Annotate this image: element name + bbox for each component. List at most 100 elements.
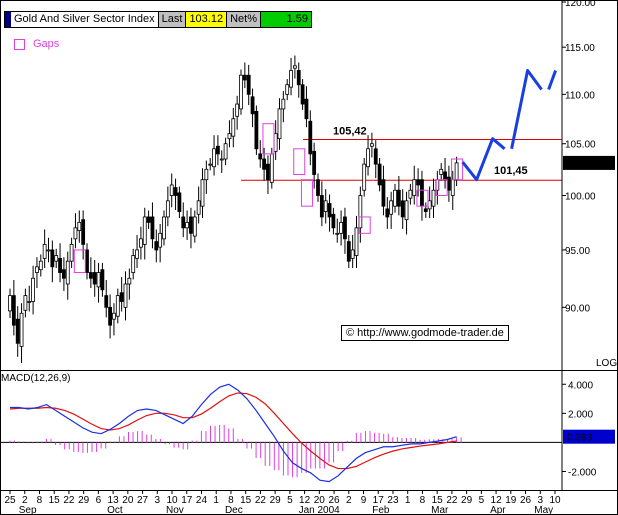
candle-body <box>92 272 97 285</box>
x-day-label: 22 <box>63 495 75 506</box>
x-day-label: 17 <box>373 495 385 506</box>
candle-body <box>446 176 451 191</box>
resistance-label: 101,45 <box>494 165 528 177</box>
candle-body <box>404 200 409 221</box>
x-day-label: 8 <box>37 495 43 506</box>
candle-body <box>88 272 93 279</box>
gap-box <box>416 189 429 207</box>
candle-body <box>369 143 374 147</box>
gap-box <box>435 179 448 197</box>
candle-body <box>215 145 220 155</box>
candle-body <box>319 195 324 218</box>
candle-body <box>242 74 247 81</box>
price-panel: 105,42 101,45 <box>8 55 562 364</box>
candle-body <box>162 216 166 240</box>
candle-body <box>366 148 370 168</box>
x-day-label: 29 <box>78 495 90 506</box>
x-month-label: Oct <box>107 505 123 515</box>
candle-body <box>416 179 421 186</box>
candle-body <box>389 200 394 215</box>
candle-body <box>443 171 447 181</box>
x-day-label: 23 <box>387 495 399 506</box>
candle-body <box>316 179 320 196</box>
candle-body <box>173 187 178 196</box>
candle-body <box>35 266 39 273</box>
price-tick-label: 105.00 <box>565 140 596 151</box>
candle-body <box>181 216 186 229</box>
x-day-label: 26 <box>520 495 532 506</box>
candle-body <box>246 74 251 95</box>
candle-body <box>142 216 147 245</box>
header-net-value: 1.59 <box>261 12 311 27</box>
x-day-label: 2 <box>346 495 352 506</box>
x-day-label: 1 <box>213 495 219 506</box>
candle-body <box>38 260 43 271</box>
macd-title: MACD(12,26,9) <box>1 373 70 384</box>
chart-header: Gold And Silver Sector Index Last 103.12… <box>4 11 312 28</box>
candle-body <box>85 249 89 273</box>
macd-last-badge-label: 0.393 <box>567 433 592 444</box>
candle-body <box>196 200 201 215</box>
candle-body <box>27 301 32 303</box>
candle-body <box>200 179 205 207</box>
candle-body <box>15 318 20 344</box>
candle-body <box>108 306 112 326</box>
candle-body <box>258 153 263 160</box>
x-day-label: 5 <box>287 495 293 506</box>
candle-body <box>127 277 132 285</box>
x-day-label: 3 <box>537 495 543 506</box>
price-tick-label: 95.00 <box>565 246 590 257</box>
x-day-label: 17 <box>181 495 193 506</box>
candle-body <box>281 98 286 110</box>
x-day-label: 29 <box>270 495 282 506</box>
candle-body <box>138 238 143 248</box>
candle-body <box>269 153 274 183</box>
candle-body <box>11 295 16 326</box>
x-day-label: 5 <box>479 495 485 506</box>
gaps-legend: Gaps <box>14 38 59 50</box>
last-price-badge <box>563 155 615 170</box>
x-month-label: Nov <box>166 505 184 515</box>
candle-body <box>58 257 62 273</box>
gap-box <box>262 123 275 155</box>
candle-body <box>266 163 270 181</box>
gap-box <box>300 179 313 207</box>
candle-body <box>308 120 313 155</box>
gap-box <box>73 249 86 274</box>
candle-body <box>439 168 444 175</box>
x-day-label: 24 <box>196 495 208 506</box>
candle-body <box>300 84 305 105</box>
x-day-label: 2 <box>22 495 28 506</box>
candle-body <box>239 74 243 110</box>
candle-body <box>350 249 355 259</box>
candle-body <box>69 243 74 262</box>
gap-box <box>358 216 371 234</box>
candle-body <box>189 216 193 234</box>
x-day-label: 15 <box>49 495 61 506</box>
gaps-legend-box <box>14 38 25 50</box>
candle-body <box>50 249 55 268</box>
x-day-label: 26 <box>328 495 340 506</box>
candle-body <box>223 143 228 160</box>
x-day-label: 10 <box>549 495 561 506</box>
x-day-label: 20 <box>122 495 134 506</box>
gap-box <box>451 158 464 181</box>
last-price-badge-label: 103.12 <box>565 159 596 170</box>
x-day-label: 3 <box>155 495 161 506</box>
candle-body <box>204 168 209 181</box>
forecast-line <box>510 68 543 150</box>
x-day-label: 6 <box>96 495 102 506</box>
candle-body <box>177 192 182 212</box>
candle-body <box>412 179 417 196</box>
x-day-label: 8 <box>420 495 426 506</box>
candle-body <box>235 103 240 117</box>
macd-tick-label: -2.000 <box>568 467 597 478</box>
macd-tick-label: 2.000 <box>568 409 593 420</box>
candle-body <box>123 283 128 308</box>
header-last-label: Last <box>158 12 187 27</box>
candle-body <box>135 249 139 259</box>
price-tick-label: 90.00 <box>565 303 590 314</box>
x-day-label: 15 <box>240 495 252 506</box>
